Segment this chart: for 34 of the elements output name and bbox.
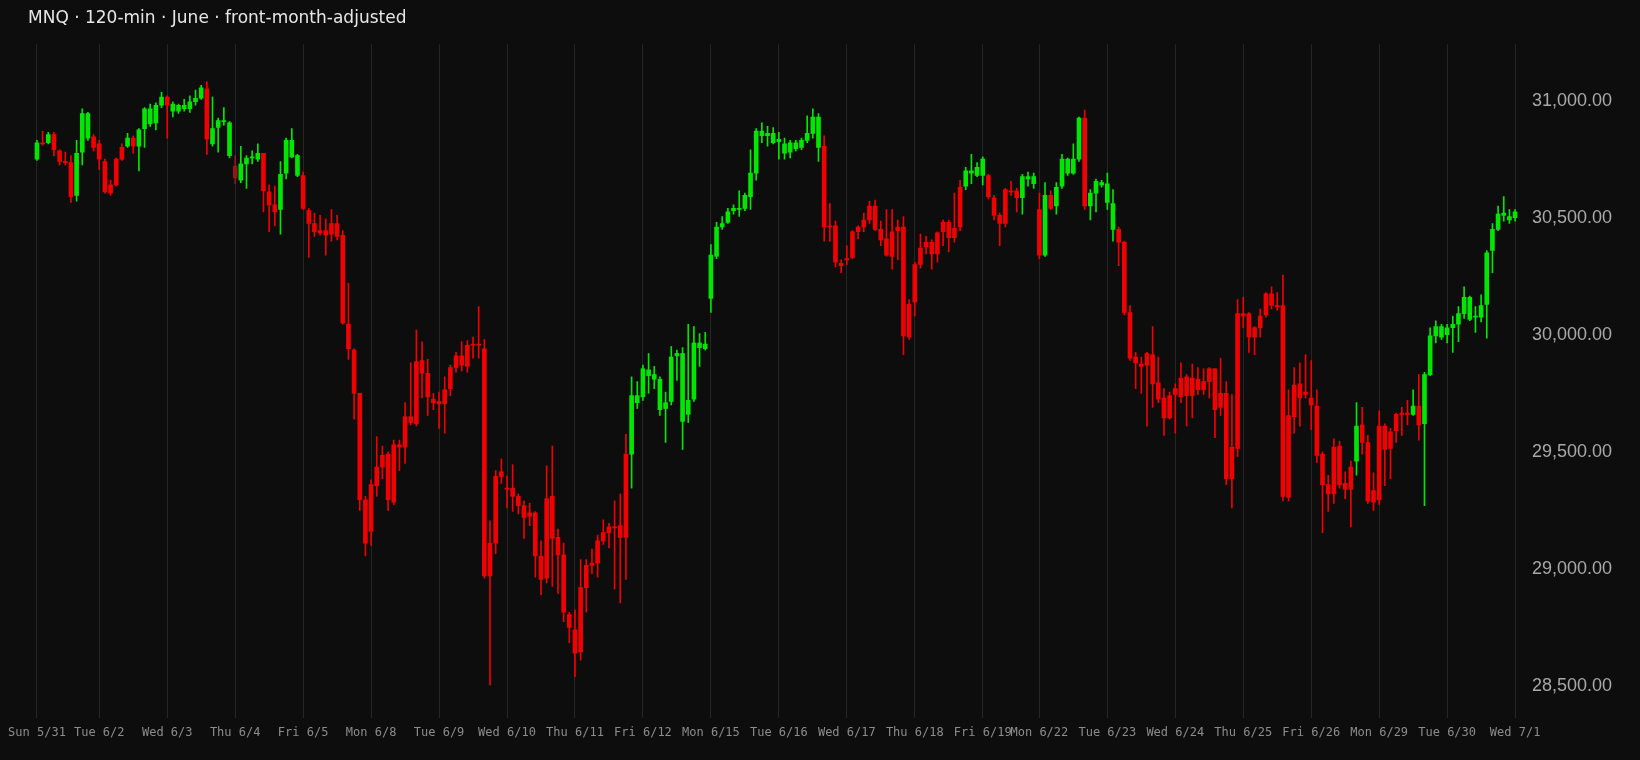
x-tick-label: Wed 7/1 xyxy=(1489,724,1541,739)
x-tick-label: Wed 6/24 xyxy=(1146,724,1205,739)
x-tick-label: Tue 6/9 xyxy=(413,724,465,739)
x-tick-label: Thu 6/18 xyxy=(885,724,944,739)
candlestick xyxy=(719,216,725,230)
x-tick-label: Wed 6/10 xyxy=(478,724,536,739)
candlestick xyxy=(844,245,850,265)
candlestick xyxy=(164,95,170,139)
chart-title: MNQ · 120-min · June · front-month-adjusted xyxy=(28,6,407,27)
x-tick-label: Wed 6/3 xyxy=(141,724,193,739)
x-tick-label: Thu 6/4 xyxy=(209,724,261,739)
x-tick-label: Mon 6/8 xyxy=(345,724,397,739)
y-tick-label: 29,000.00 xyxy=(1531,557,1612,578)
x-tick-label: Thu 6/11 xyxy=(546,724,604,739)
y-tick-label: 31,000.00 xyxy=(1531,89,1612,110)
y-tick-label: 29,500.00 xyxy=(1531,440,1612,461)
y-tick-label: 28,500.00 xyxy=(1531,674,1612,695)
x-tick-label: Fri 6/12 xyxy=(614,724,672,739)
x-tick-label: Fri 6/26 xyxy=(1282,724,1341,739)
x-tick-label: Wed 6/17 xyxy=(817,724,876,739)
x-tick-label: Thu 6/25 xyxy=(1214,724,1273,739)
y-tick-label: 30,000.00 xyxy=(1531,323,1612,344)
candlestick xyxy=(1308,360,1314,430)
x-tick-label: Fri 6/19 xyxy=(953,724,1012,739)
x-tick-label: Mon 6/29 xyxy=(1350,724,1409,739)
x-tick-label: Mon 6/15 xyxy=(681,724,740,739)
x-tick-label: Tue 6/2 xyxy=(73,724,125,739)
x-tick-label: Tue 6/16 xyxy=(749,724,808,739)
x-tick-label: Fri 6/5 xyxy=(277,724,329,739)
x-tick-label: Tue 6/30 xyxy=(1418,724,1477,739)
x-tick-label: Sun 5/31 xyxy=(8,724,66,739)
x-tick-label: Mon 6/22 xyxy=(1010,724,1069,739)
x-tick-label: Tue 6/23 xyxy=(1078,724,1137,739)
y-tick-label: 30,500.00 xyxy=(1531,206,1612,227)
